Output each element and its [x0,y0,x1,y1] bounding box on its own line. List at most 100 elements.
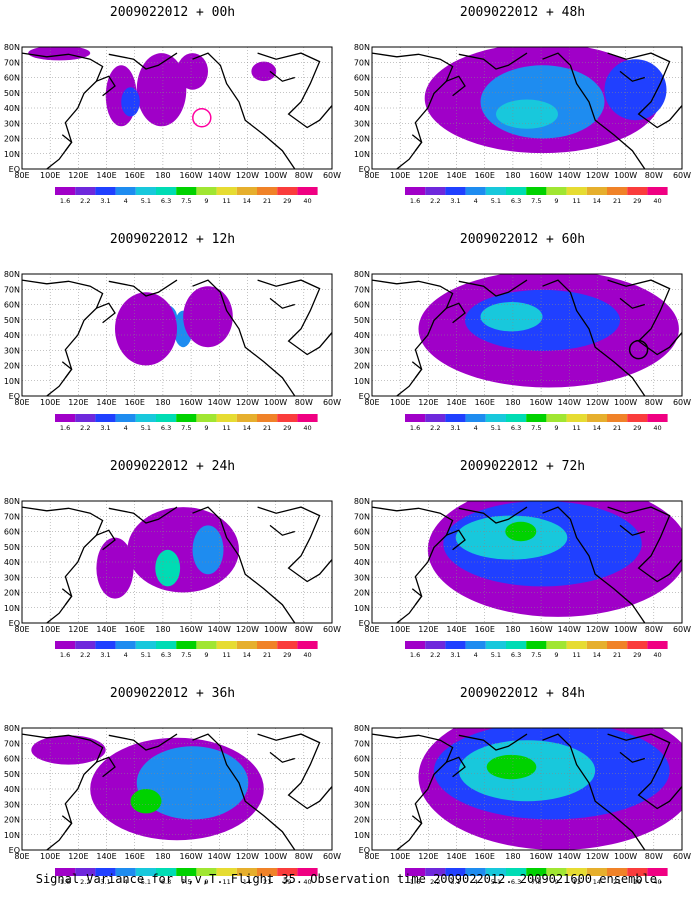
panel-title: 2009022012 + 36h [109,686,236,701]
panel-title: 2009022012 + 84h [459,686,586,701]
coastline [257,52,332,129]
lon-label: 100E [40,398,60,407]
colorbar-swatch [526,641,547,649]
colorbar-swatch [506,187,527,195]
lon-label: 60W [323,171,341,180]
lon-label: 120W [236,852,259,861]
colorbar-label: 3.1 [450,424,460,432]
coastline [607,506,682,583]
lat-label: 60N [354,74,370,83]
colorbar-swatch [95,187,116,195]
colorbar-swatch [216,187,237,195]
variance-contour [96,537,134,599]
lat-label: 70N [4,58,20,67]
colorbar-label: 2.2 [80,878,90,886]
colorbar-label: 9 [204,878,208,886]
lat-label: 20N [4,135,20,144]
colorbar-label: 5.1 [491,424,501,432]
colorbar-label: 29 [283,424,291,432]
colorbar-swatch [586,641,607,649]
lon-label: 160E [125,852,145,861]
coastline [619,70,645,82]
lon-label: 80W [645,398,663,407]
lon-label: 140W [558,852,581,861]
coastline [257,279,332,356]
colorbar-swatch [445,187,466,195]
colorbar-label: 9 [554,197,558,205]
colorbar-label: 6.3 [161,651,171,659]
variance-contour [486,754,537,780]
lon-label: 140E [96,171,116,180]
colorbar-label: 40 [653,424,661,432]
coastline [446,756,466,778]
colorbar-label: 4 [474,878,478,886]
colorbar-swatch [236,641,257,649]
lon-label: 140E [446,398,466,407]
lon-label: 120E [68,398,88,407]
colorbar-label: 1.6 [60,197,70,205]
variance-contour [251,61,277,82]
variance-contour [115,292,177,366]
lat-label: 10N [354,377,370,386]
lat-label: 20N [354,816,370,825]
map-frame [21,273,333,397]
colorbar-swatch [607,641,628,649]
lon-label: 160W [529,171,552,180]
coastline [411,134,423,152]
colorbar-swatch [135,414,156,422]
colorbar-swatch [115,414,136,422]
colorbar-swatch [55,868,76,876]
lat-label: 30N [4,346,20,355]
lon-label: 160E [125,171,145,180]
lat-label: 40N [354,331,370,340]
colorbar-label: 4 [124,197,128,205]
variance-contour [121,87,140,117]
colorbar-swatch [277,187,298,195]
coastline [542,733,646,850]
lon-label: 80E [364,852,379,861]
lon-label: 140W [208,625,231,634]
variance-contour [183,286,233,348]
colorbar-label: 40 [303,878,311,886]
colorbar-label: 3.1 [450,651,460,659]
colorbar-label: 7.5 [181,651,191,659]
colorbar-swatch [236,187,257,195]
coastline [192,279,296,396]
colorbar-swatch [277,414,298,422]
colorbar-label: 2.2 [80,651,90,659]
coastline [61,134,73,152]
colorbar-swatch [95,414,116,422]
coastline [446,302,466,324]
lat-label: 20N [4,816,20,825]
colorbar-label: 6.3 [511,878,521,886]
colorbar-label: 4 [474,651,478,659]
colorbar-label: 9 [204,197,208,205]
lon-label: 120E [418,625,438,634]
colorbar-swatch [465,187,486,195]
lon-label: 100E [390,852,410,861]
colorbar-label: 40 [653,651,661,659]
map-panel: 2009022012 + 00h 80N 70N 60N 50N 40N 30N 20N 10N… [0,5,345,220]
colorbar-label: 9 [554,424,558,432]
map-frame [371,273,683,397]
colorbar-label: 1.6 [60,651,70,659]
colorbar-swatch [196,414,217,422]
lon-label: 80W [645,625,663,634]
lat-label: EQ [9,846,20,855]
colorbar-label: 2.2 [80,424,90,432]
lat-label: 50N [4,543,20,552]
colorbar-swatch [277,641,298,649]
lon-label: 120E [68,852,88,861]
coastline [269,524,295,536]
coastline [61,588,73,606]
lat-label: 40N [354,104,370,113]
colorbar-swatch [297,868,318,876]
colorbar-swatch [546,414,567,422]
lon-label: 140W [208,852,231,861]
colorbar-label: 14 [243,424,251,432]
lat-label: 80N [354,497,370,506]
colorbar-swatch [607,187,628,195]
colorbar-swatch [115,187,136,195]
